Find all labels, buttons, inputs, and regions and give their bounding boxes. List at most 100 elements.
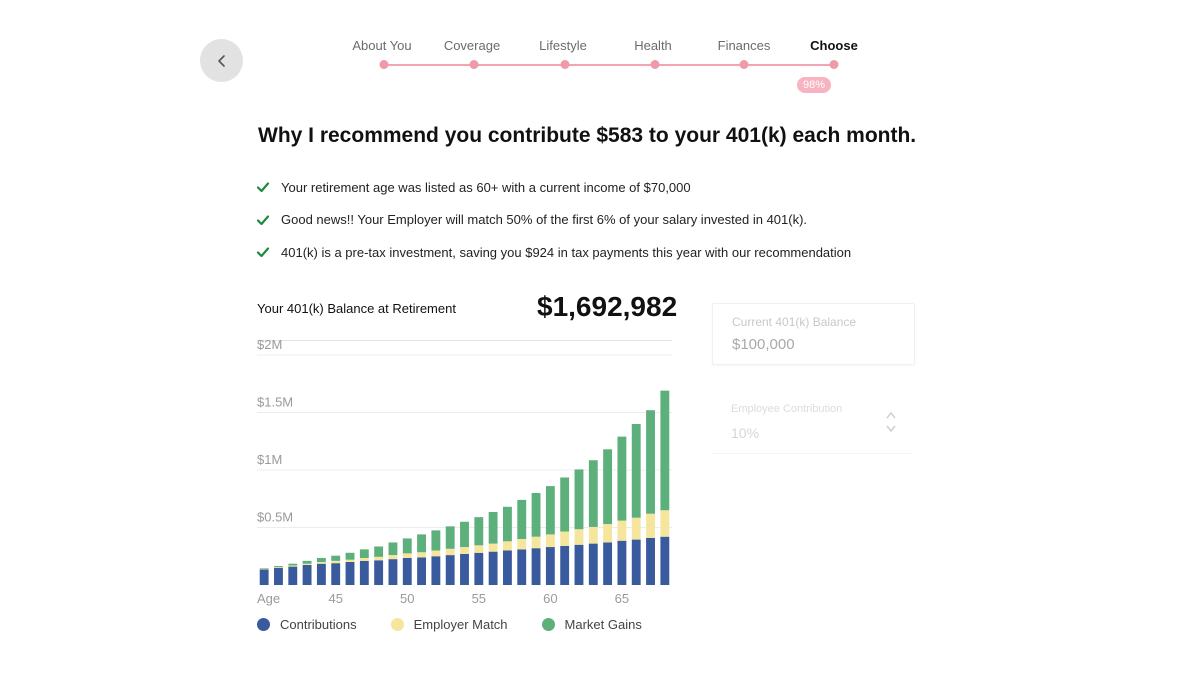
bar-employer-match <box>302 563 312 565</box>
bar-market-gains <box>445 526 455 549</box>
bar-contributions <box>417 557 427 585</box>
bar-contributions <box>488 551 498 585</box>
step-choose[interactable]: Choose <box>810 38 858 53</box>
bar-employer-match <box>488 543 498 552</box>
bar-market-gains <box>302 560 312 564</box>
progress-stepper: About You Coverage Lifestyle Health Fina… <box>330 38 890 98</box>
bar-market-gains <box>574 469 584 530</box>
legend-label: Employer Match <box>413 617 508 632</box>
step-dot <box>650 60 660 69</box>
bar-market-gains <box>588 460 598 527</box>
bar-employer-match <box>502 541 512 551</box>
bar-market-gains <box>531 493 541 537</box>
bar-employer-match <box>288 565 298 567</box>
bar-contributions <box>660 536 670 585</box>
bar-contributions <box>646 537 655 585</box>
current-balance-field[interactable]: Current 401(k) Balance $100,000 <box>712 303 915 365</box>
bar-market-gains <box>631 424 641 518</box>
bar-contributions <box>574 544 584 585</box>
bar-contributions <box>259 569 269 585</box>
bar-contributions <box>588 543 598 585</box>
bar-market-gains <box>502 506 512 542</box>
bar-market-gains <box>359 549 369 558</box>
bar-employer-match <box>603 524 613 543</box>
bar-contributions <box>288 566 298 585</box>
list-item: Your retirement age was listed as 60+ wi… <box>256 171 851 204</box>
y-tick-label: $0.5M <box>257 510 293 525</box>
page-title: Why I recommend you contribute $583 to y… <box>258 124 917 147</box>
bar-market-gains <box>460 521 469 548</box>
legend-item-market-gains: Market Gains <box>541 617 642 632</box>
y-tick-label: $1M <box>257 452 282 467</box>
x-tick-label: Age <box>257 591 280 606</box>
bar-contributions <box>517 549 527 585</box>
bar-market-gains <box>274 566 283 567</box>
reason-text: 401(k) is a pre-tax investment, saving y… <box>281 244 852 260</box>
bar-contributions <box>560 545 570 585</box>
current-balance-value: $100,000 <box>732 336 795 353</box>
bar-market-gains <box>603 449 613 525</box>
bar-market-gains <box>417 534 427 553</box>
bar-market-gains <box>431 530 441 551</box>
step-finances[interactable]: Finances <box>717 38 771 53</box>
bar-contributions <box>331 563 341 585</box>
bar-employer-match <box>617 520 627 541</box>
bar-market-gains <box>488 511 498 544</box>
step-health[interactable]: Health <box>634 38 672 53</box>
check-icon <box>256 247 270 258</box>
y-tick-label: $1.5M <box>257 395 293 410</box>
chevron-left-icon <box>217 54 225 67</box>
y-tick-label: $2M <box>257 340 282 352</box>
bar-market-gains <box>316 557 326 562</box>
bar-contributions <box>388 559 398 585</box>
bar-contributions <box>274 567 283 585</box>
chart-legend: Contributions Employer Match Market Gain… <box>257 617 676 632</box>
reason-text: Good news!! Your Employer will match 50%… <box>281 212 808 228</box>
legend-swatch <box>390 618 404 631</box>
bar-market-gains <box>474 517 484 546</box>
step-coverage[interactable]: Coverage <box>443 38 501 53</box>
bar-market-gains <box>402 538 412 554</box>
contribution-label: Employee Contribution <box>731 403 843 415</box>
balance-value: $1,692,982 <box>537 291 678 322</box>
check-icon <box>256 182 270 193</box>
bar-contributions <box>345 562 355 585</box>
contribution-value: 10% <box>731 425 760 441</box>
bar-market-gains <box>345 552 355 560</box>
balance-label: Your 401(k) Balance at Retirement <box>257 301 456 316</box>
bar-contributions <box>545 547 555 585</box>
back-button[interactable] <box>200 39 243 82</box>
step-about-you[interactable]: About You <box>352 38 412 53</box>
bar-employer-match <box>460 547 469 554</box>
legend-item-contributions: Contributions <box>257 617 357 632</box>
bar-employer-match <box>646 513 655 538</box>
bar-market-gains <box>545 486 555 535</box>
bar-employer-match <box>474 545 484 553</box>
bar-market-gains <box>331 555 341 561</box>
legend-swatch <box>257 618 270 631</box>
bar-contributions <box>502 550 512 585</box>
bar-employer-match <box>359 557 369 561</box>
x-tick-label: 50 <box>400 591 414 606</box>
reasons-list: Your retirement age was listed as 60+ wi… <box>256 171 851 269</box>
step-dot <box>739 60 749 69</box>
step-lifestyle[interactable]: Lifestyle <box>539 38 587 53</box>
step-dot <box>829 60 839 69</box>
bar-contributions <box>402 557 412 585</box>
step-dot <box>469 60 479 69</box>
step-dot <box>379 60 389 69</box>
bar-market-gains <box>660 390 670 511</box>
bar-employer-match <box>274 566 283 568</box>
bar-employer-match <box>345 559 355 562</box>
bar-market-gains <box>646 410 655 514</box>
legend-swatch <box>541 618 555 631</box>
bar-employer-match <box>660 510 670 537</box>
list-item: 401(k) is a pre-tax investment, saving y… <box>256 236 851 269</box>
bar-employer-match <box>402 553 412 558</box>
bar-contributions <box>374 560 384 585</box>
reason-text: Your retirement age was listed as 60+ wi… <box>281 179 691 195</box>
stepper-arrows-icon[interactable] <box>885 410 897 434</box>
bar-employer-match <box>374 556 384 561</box>
bar-contributions <box>617 540 627 585</box>
contribution-stepper[interactable]: Employee Contribution 10% <box>712 398 913 454</box>
